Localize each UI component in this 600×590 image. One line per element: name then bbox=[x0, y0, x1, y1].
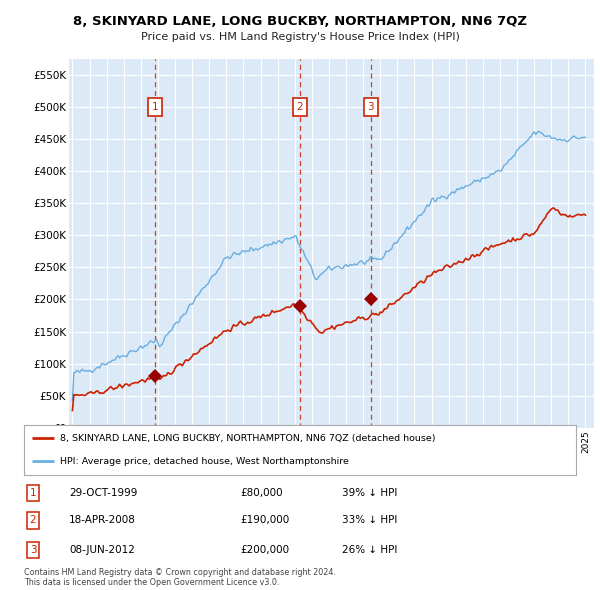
Text: HPI: Average price, detached house, West Northamptonshire: HPI: Average price, detached house, West… bbox=[60, 457, 349, 466]
Text: £80,000: £80,000 bbox=[240, 488, 283, 497]
Text: 8, SKINYARD LANE, LONG BUCKBY, NORTHAMPTON, NN6 7QZ (detached house): 8, SKINYARD LANE, LONG BUCKBY, NORTHAMPT… bbox=[60, 434, 436, 443]
Text: 29-OCT-1999: 29-OCT-1999 bbox=[69, 488, 137, 497]
Text: 18-APR-2008: 18-APR-2008 bbox=[69, 516, 136, 525]
Text: £200,000: £200,000 bbox=[240, 545, 289, 555]
Text: Contains HM Land Registry data © Crown copyright and database right 2024.
This d: Contains HM Land Registry data © Crown c… bbox=[24, 568, 336, 587]
Text: 8, SKINYARD LANE, LONG BUCKBY, NORTHAMPTON, NN6 7QZ: 8, SKINYARD LANE, LONG BUCKBY, NORTHAMPT… bbox=[73, 15, 527, 28]
Text: 08-JUN-2012: 08-JUN-2012 bbox=[69, 545, 135, 555]
Text: 3: 3 bbox=[367, 102, 374, 112]
Text: 39% ↓ HPI: 39% ↓ HPI bbox=[342, 488, 397, 497]
Text: 26% ↓ HPI: 26% ↓ HPI bbox=[342, 545, 397, 555]
Text: 2: 2 bbox=[296, 102, 303, 112]
Text: 1: 1 bbox=[152, 102, 158, 112]
Text: 2: 2 bbox=[29, 516, 37, 525]
Text: 3: 3 bbox=[29, 545, 37, 555]
Text: 33% ↓ HPI: 33% ↓ HPI bbox=[342, 516, 397, 525]
Text: £190,000: £190,000 bbox=[240, 516, 289, 525]
Text: 1: 1 bbox=[29, 488, 37, 497]
Text: Price paid vs. HM Land Registry's House Price Index (HPI): Price paid vs. HM Land Registry's House … bbox=[140, 32, 460, 42]
